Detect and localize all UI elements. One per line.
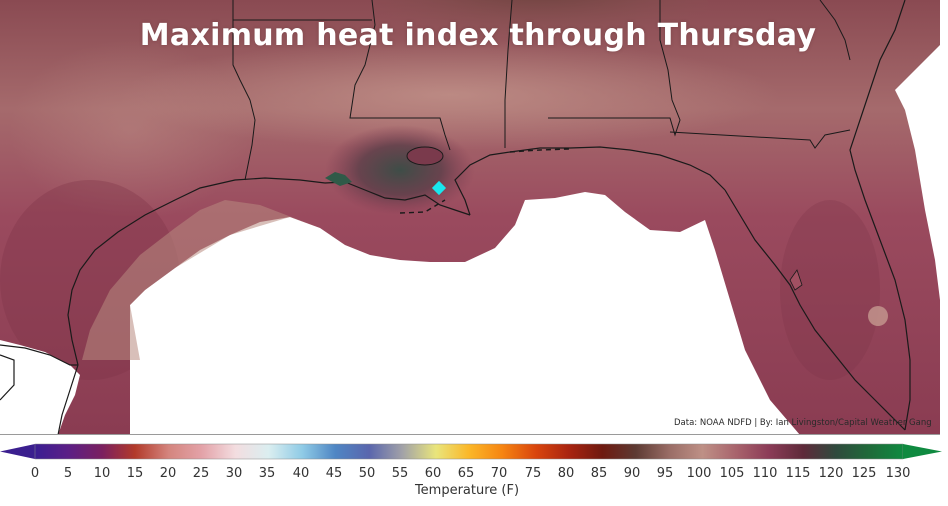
colorbar-min-extend-arrow — [0, 444, 35, 459]
data-credit: Data: NOAA NDFD | By: Ian Livingston/Cap… — [674, 418, 932, 428]
tick-label: 120 — [818, 466, 844, 481]
tick-label: 130 — [885, 466, 911, 481]
tick-label: 15 — [126, 466, 144, 481]
tick-label: 50 — [358, 466, 376, 481]
tick-label: 70 — [490, 466, 508, 481]
tick-label: 55 — [391, 466, 409, 481]
tick-label: 10 — [93, 466, 111, 481]
tick-label: 105 — [719, 466, 745, 481]
tick-label: 125 — [851, 466, 877, 481]
tick-label: 85 — [590, 466, 608, 481]
tick-label: 80 — [557, 466, 575, 481]
map-canvas — [0, 0, 940, 435]
tick-label: 0 — [30, 466, 40, 481]
tick-label: 20 — [159, 466, 177, 481]
tick-label: 35 — [258, 466, 276, 481]
map-bottom-border — [0, 434, 940, 435]
colorbar-gradient — [0, 443, 942, 460]
map-title: Maximum heat index through Thursday — [139, 18, 817, 53]
colorbar — [0, 442, 948, 462]
heat-index-map: Maximum heat index through Thursday Data… — [0, 0, 940, 435]
tick-label: 100 — [686, 466, 712, 481]
tick-label: 45 — [325, 466, 343, 481]
tick-label: 30 — [225, 466, 243, 481]
tick-label: 25 — [192, 466, 210, 481]
tick-label: 65 — [457, 466, 475, 481]
tick-label: 5 — [63, 466, 73, 481]
tick-label: 115 — [785, 466, 811, 481]
tick-label: 60 — [424, 466, 442, 481]
tick-label: 95 — [656, 466, 674, 481]
tick-label: 40 — [292, 466, 310, 481]
colorbar-label: Temperature (F) — [414, 483, 520, 498]
tick-label: 110 — [752, 466, 778, 481]
tick-label: 90 — [623, 466, 641, 481]
tick-label: 75 — [524, 466, 542, 481]
colorbar-max-extend-arrow — [903, 444, 942, 459]
